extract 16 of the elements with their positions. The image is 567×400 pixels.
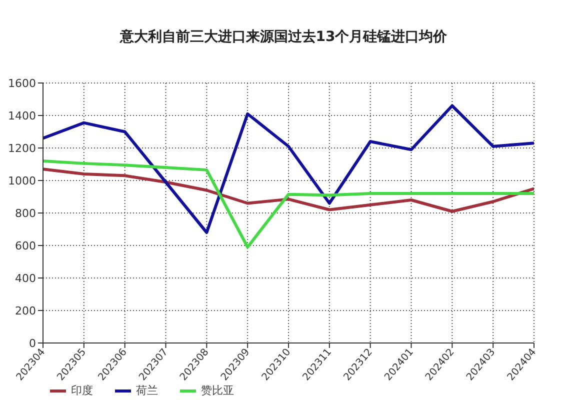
y-tick-label: 1600 <box>8 76 36 90</box>
chart-title: 意大利自前三大进口来源国过去13个月硅锰进口均价 <box>118 28 448 46</box>
legend-label: 印度 <box>71 383 93 398</box>
y-tick-label: 1200 <box>8 142 36 155</box>
y-tick-label: 1400 <box>8 109 36 122</box>
y-tick-label: 0 <box>29 336 36 350</box>
line-series <box>43 160 534 249</box>
line-series <box>43 168 534 213</box>
line-series <box>43 104 534 234</box>
y-tick-label: 200 <box>15 304 36 318</box>
y-tick-label: 400 <box>15 272 36 285</box>
y-tick-label: 800 <box>15 206 36 220</box>
y-tick-label: 600 <box>15 239 36 252</box>
legend-label: 赞比亚 <box>201 383 234 398</box>
legend-label: 荷兰 <box>136 383 158 398</box>
y-tick-label: 1000 <box>8 174 36 188</box>
